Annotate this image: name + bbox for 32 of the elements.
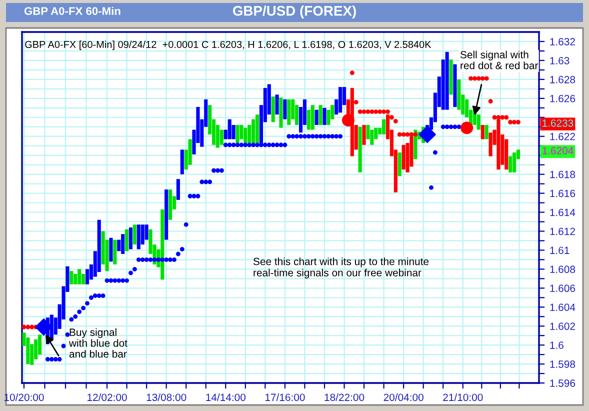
annotation: 1.6233 [542, 119, 574, 127]
y-tick-label: 1.632 [550, 38, 575, 46]
y-tick-label: 1.6 [550, 342, 564, 349]
annotation: Buy signal with blue dot and blue bar [68, 328, 128, 358]
x-tick-label: 13/08:00 [146, 393, 186, 402]
y-tick-label: 1.616 [550, 190, 576, 198]
y-tick-label: 1.618 [550, 170, 576, 178]
y-tick-label: 1.626 [550, 94, 576, 102]
y-tick-label: 1.612 [550, 228, 575, 236]
y-tick-label: 1.604 [550, 304, 576, 311]
text: GBP A0-FX [60-Min] 09/24/12 +0.0001 C 1.6203, H 1.6206, L 1.6198, O 1.6203, V 2.5840K [25, 40, 432, 50]
x-tick-label: 14/14:00 [206, 393, 246, 402]
y-tick-label: 1.606 [550, 284, 576, 292]
y-tick-label: 1.614 [550, 208, 576, 216]
x-tick-label: 18/22:00 [324, 393, 364, 402]
y-tick-label: 1.608 [550, 266, 576, 274]
x-tick-label: 17/16:00 [265, 393, 305, 402]
text: GBP A0-FX 60-Min [24, 6, 120, 15]
chart-title: GBP/USD (FOREX) [232, 6, 356, 18]
x-tick-label: 12/02:00 [88, 393, 127, 402]
y-tick-label: 1.61 [550, 246, 570, 254]
y-tick-label: 1.596 [550, 380, 576, 387]
annotation: 1.6204 [542, 146, 574, 154]
x-tick-label: 20/04:00 [384, 393, 424, 402]
y-tick-label: 1.598 [550, 360, 576, 368]
x-tick-label: 21/10:00 [443, 393, 483, 402]
annotation: See this chart with its up to the minute real-time signals on our free webinar [253, 258, 429, 278]
y-tick-label: 1.628 [550, 76, 576, 84]
y-tick-label: 1.602 [550, 322, 575, 330]
y-tick-label: 1.622 [550, 132, 575, 140]
y-tick-label: 1.63 [550, 56, 570, 64]
annotation: Sell signal with red dot & red bar [460, 50, 538, 70]
